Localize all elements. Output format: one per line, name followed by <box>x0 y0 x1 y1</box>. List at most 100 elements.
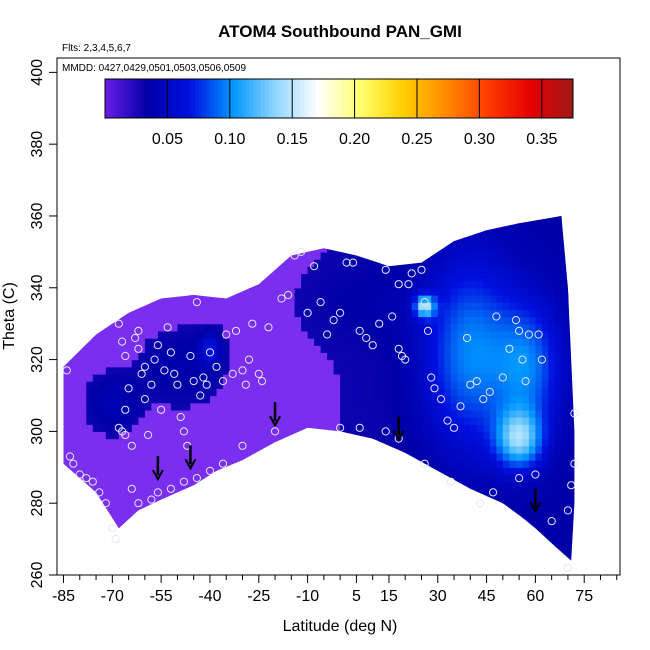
heatmap-cell <box>457 417 465 425</box>
heatmap-cell <box>405 395 413 404</box>
heatmap-cell <box>483 273 491 282</box>
heatmap-cell <box>483 237 491 246</box>
heatmap-cell <box>353 251 361 260</box>
heatmap-cell <box>392 417 400 425</box>
heatmap-cell <box>509 467 517 476</box>
colorbar-swatch <box>237 79 242 118</box>
heatmap-cell <box>567 424 575 432</box>
heatmap-cell <box>535 510 543 519</box>
heatmap-cell <box>138 503 146 511</box>
colorbar-swatch <box>331 79 336 118</box>
heatmap-cell <box>164 302 172 310</box>
heatmap-cell <box>281 388 289 397</box>
heatmap-cell <box>236 338 244 346</box>
heatmap-cell <box>418 366 426 375</box>
heatmap-cell <box>470 409 478 418</box>
heatmap-cell <box>392 338 400 346</box>
heatmap-cell <box>567 517 575 526</box>
heatmap-cell <box>99 474 107 483</box>
heatmap-cell <box>164 323 172 332</box>
heatmap-cell <box>450 345 458 353</box>
heatmap-cell <box>144 388 152 397</box>
heatmap-cell <box>489 352 497 361</box>
heatmap-cell <box>515 273 523 282</box>
heatmap-cell <box>548 216 556 224</box>
heatmap-cell <box>138 330 146 339</box>
heatmap-cell <box>385 352 393 361</box>
heatmap-cell <box>366 273 374 282</box>
heatmap-cell <box>457 431 465 440</box>
heatmap-cell <box>463 417 471 425</box>
colorbar-swatch <box>428 79 434 118</box>
heatmap-cell <box>223 338 231 346</box>
colorbar-swatch <box>307 79 313 118</box>
heatmap-cell <box>444 266 452 274</box>
heatmap-cell <box>112 345 120 353</box>
heatmap-cell <box>307 359 315 368</box>
heatmap-cell <box>170 302 178 310</box>
heatmap-cell <box>275 381 283 389</box>
heatmap-cell <box>515 409 523 418</box>
heatmap-cell <box>476 431 484 440</box>
heatmap-cell <box>190 309 198 318</box>
colorbar: 0.05 0.10 0.15 0.20 0.25 0.30 0.35 <box>104 78 574 148</box>
sample-point <box>563 506 573 515</box>
sample-point <box>218 377 228 386</box>
heatmap-cell <box>170 338 178 346</box>
heatmap-cell <box>288 338 296 346</box>
heatmap-cell <box>177 338 185 346</box>
heatmap-cell <box>398 402 406 411</box>
colorbar-swatch <box>108 79 114 118</box>
heatmap-cell <box>411 388 419 397</box>
heatmap-cell <box>509 388 517 397</box>
heatmap-cell <box>509 381 517 389</box>
heatmap-cell <box>288 417 296 425</box>
heatmap-cell <box>340 251 348 260</box>
heatmap-cell <box>294 409 302 418</box>
heatmap-cell <box>255 417 263 425</box>
heatmap-cell <box>372 424 380 432</box>
heatmap-cell <box>327 417 335 425</box>
heatmap-cell <box>385 438 393 447</box>
heatmap-cell <box>509 402 517 411</box>
heatmap-cell <box>170 330 178 339</box>
heatmap-cell <box>554 280 562 289</box>
heatmap-cell <box>554 352 562 361</box>
heatmap-cell <box>177 366 185 375</box>
heatmap-cell <box>424 338 432 346</box>
arrow-marker <box>269 402 281 428</box>
heatmap-cell <box>522 352 530 361</box>
colorbar-swatch <box>354 79 359 118</box>
heatmap-cell <box>112 330 120 339</box>
heatmap-cell <box>483 251 491 260</box>
heatmap-cell <box>99 381 107 389</box>
heatmap-cell <box>157 359 165 368</box>
heatmap-cell <box>131 417 139 425</box>
heatmap-cell <box>333 345 341 353</box>
heatmap-cell <box>366 352 374 361</box>
sample-point <box>342 258 351 267</box>
heatmap-cell <box>535 295 543 303</box>
heatmap-cell <box>177 452 185 461</box>
heatmap-cell <box>457 395 465 404</box>
heatmap-cell <box>125 474 133 483</box>
heatmap-cell <box>372 309 380 318</box>
heatmap-cell <box>151 330 159 339</box>
heatmap-cell <box>554 531 562 540</box>
heatmap-cell <box>515 266 523 274</box>
heatmap-cell <box>73 431 81 440</box>
heatmap-cell <box>385 388 393 397</box>
heatmap-cell <box>249 431 257 440</box>
heatmap-cell <box>262 438 270 447</box>
heatmap-cell <box>483 266 491 274</box>
heatmap-cell <box>489 302 497 310</box>
heatmap-cell <box>535 302 543 310</box>
heatmap-cell <box>157 295 165 303</box>
colorbar-swatch <box>276 79 281 118</box>
heatmap-cell <box>346 323 354 332</box>
heatmap-cell <box>496 467 504 476</box>
heatmap-cell <box>242 438 250 447</box>
heatmap-cell <box>164 409 172 418</box>
heatmap-cell <box>216 402 224 411</box>
heatmap-cell <box>483 388 491 397</box>
